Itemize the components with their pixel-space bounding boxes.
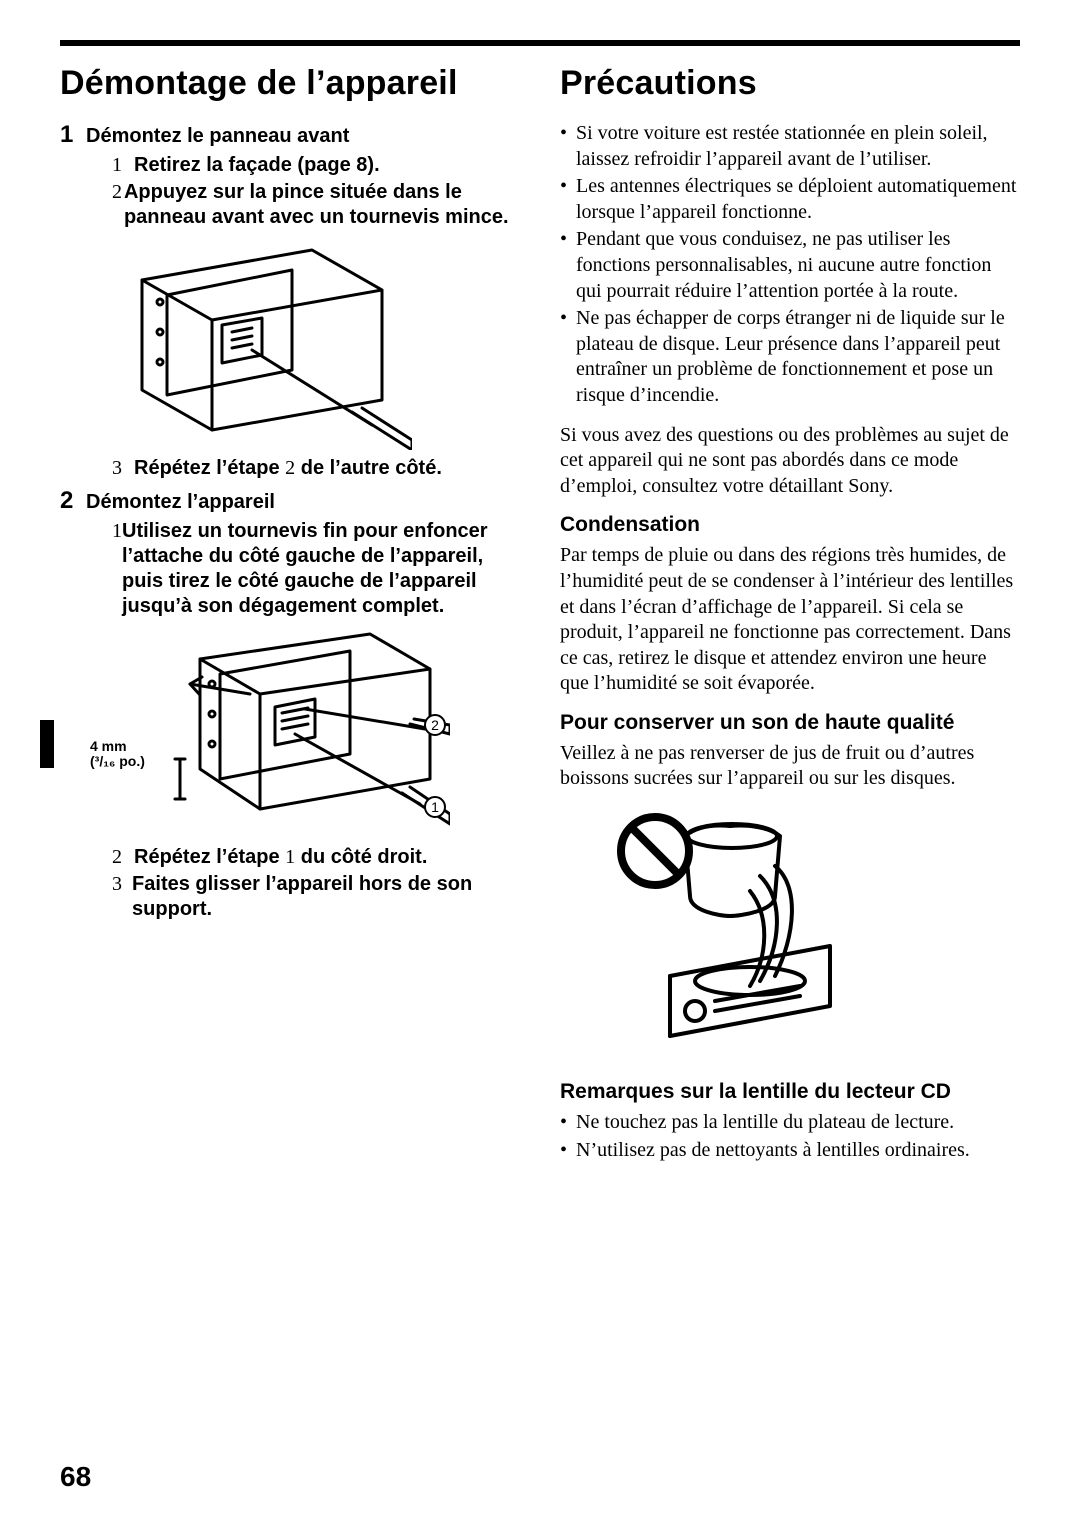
substep: 1 Utilisez un tournevis fin pour enfonce… xyxy=(112,519,520,619)
sound-quality-text: Veillez à ne pas renverser de jus de fru… xyxy=(560,741,1020,792)
dimension-label: 4 mm (³/₁₆ po.) xyxy=(90,739,145,770)
right-heading: Précautions xyxy=(560,64,1020,103)
dimension-text: 4 mm xyxy=(90,739,145,754)
list-item: N’utilisez pas de nettoyants à lentilles… xyxy=(560,1138,1020,1164)
unit-removal-illustration: 2 1 xyxy=(90,629,450,839)
section-rule xyxy=(60,40,1020,46)
substep-text: Utilisez un tournevis fin pour enfoncer … xyxy=(122,519,520,619)
left-column: Démontage de l’appareil 1 Démontez le pa… xyxy=(60,58,520,1177)
substep-number: 1 xyxy=(112,520,122,543)
substep-number: 2 xyxy=(112,846,134,869)
bullet-text: Si votre voiture est restée stationnée e… xyxy=(576,121,1020,172)
substep: 3 Répétez l’étape 2 de l’autre côté. xyxy=(112,456,520,481)
dimension-text: (³/₁₆ po.) xyxy=(90,754,145,769)
text-fragment: Répétez l’étape xyxy=(134,457,285,479)
step-number: 1 xyxy=(60,121,86,149)
left-heading: Démontage de l’appareil xyxy=(60,64,520,103)
list-item: Les antennes électriques se déploient au… xyxy=(560,174,1020,225)
step-title: Démontez le panneau avant xyxy=(86,125,349,148)
substep-number: 2 xyxy=(112,181,124,204)
step1-substeps-cont: 3 Répétez l’étape 2 de l’autre côté. xyxy=(112,456,520,481)
manual-page: Démontage de l’appareil 1 Démontez le pa… xyxy=(0,0,1080,1529)
step-title: Démontez l’appareil xyxy=(86,491,275,514)
diagram-remove-front-panel xyxy=(112,240,520,450)
page-number: 68 xyxy=(60,1461,91,1493)
substep-text: Retirez la façade (page 8). xyxy=(134,153,380,178)
substep-number: 3 xyxy=(112,873,132,896)
no-liquid-illustration xyxy=(600,806,860,1066)
bullet-text: Ne touchez pas la lentille du plateau de… xyxy=(576,1110,954,1136)
step2-substeps-cont: 2 Répétez l’étape 1 du côté droit. 3 Fai… xyxy=(112,845,520,922)
step2-substeps: 1 Utilisez un tournevis fin pour enfonce… xyxy=(112,519,520,619)
substep-number: 1 xyxy=(112,154,134,177)
two-column-layout: Démontage de l’appareil 1 Démontez le pa… xyxy=(60,58,1020,1177)
svg-text:2: 2 xyxy=(431,717,439,733)
condensation-heading: Condensation xyxy=(560,513,1020,537)
list-item: Ne touchez pas la lentille du plateau de… xyxy=(560,1110,1020,1136)
bullet-text: Les antennes électriques se déploient au… xyxy=(576,174,1020,225)
precautions-list: Si votre voiture est restée stationnée e… xyxy=(560,121,1020,409)
front-panel-illustration xyxy=(112,240,412,450)
step-number: 2 xyxy=(60,487,86,515)
contact-dealer-text: Si vous avez des questions ou des problè… xyxy=(560,423,1020,500)
substep-text: Répétez l’étape 2 de l’autre côté. xyxy=(134,456,442,481)
text-fragment: du côté droit. xyxy=(295,846,427,868)
bullet-text: Pendant que vous conduisez, ne pas utili… xyxy=(576,227,1020,304)
lens-heading: Remarques sur la lentille du lecteur CD xyxy=(560,1080,1020,1104)
substep: 3 Faites glisser l’appareil hors de son … xyxy=(112,872,520,922)
list-item: Si votre voiture est restée stationnée e… xyxy=(560,121,1020,172)
text-fragment: 1 xyxy=(285,846,295,868)
diagram-no-liquid xyxy=(600,806,1020,1066)
thumb-tab xyxy=(40,720,54,768)
svg-text:1: 1 xyxy=(431,799,439,815)
lens-notes-list: Ne touchez pas la lentille du plateau de… xyxy=(560,1110,1020,1163)
substep: 2 Appuyez sur la pince située dans le pa… xyxy=(112,180,520,230)
substep: 1 Retirez la façade (page 8). xyxy=(112,153,520,178)
substep-number: 3 xyxy=(112,457,134,480)
substep-text: Faites glisser l’appareil hors de son su… xyxy=(132,872,520,922)
bullet-text: Ne pas échapper de corps étranger ni de … xyxy=(576,306,1020,408)
step1-substeps: 1 Retirez la façade (page 8). 2 Appuyez … xyxy=(112,153,520,230)
diagram-remove-unit: 4 mm (³/₁₆ po.) xyxy=(90,629,520,839)
substep-text: Appuyez sur la pince située dans le pann… xyxy=(124,180,520,230)
substep-text: Répétez l’étape 1 du côté droit. xyxy=(134,845,427,870)
text-fragment: de l’autre côté. xyxy=(295,457,442,479)
step-2: 2 Démontez l’appareil xyxy=(60,487,520,515)
right-column: Précautions Si votre voiture est restée … xyxy=(560,58,1020,1177)
list-item: Ne pas échapper de corps étranger ni de … xyxy=(560,306,1020,408)
text-fragment: 2 xyxy=(285,457,295,479)
sound-quality-heading: Pour conserver un son de haute qualité xyxy=(560,711,1020,735)
step-1: 1 Démontez le panneau avant xyxy=(60,121,520,149)
condensation-text: Par temps de pluie ou dans des régions t… xyxy=(560,543,1020,697)
list-item: Pendant que vous conduisez, ne pas utili… xyxy=(560,227,1020,304)
bullet-text: N’utilisez pas de nettoyants à lentilles… xyxy=(576,1138,970,1164)
substep: 2 Répétez l’étape 1 du côté droit. xyxy=(112,845,520,870)
text-fragment: Répétez l’étape xyxy=(134,846,285,868)
